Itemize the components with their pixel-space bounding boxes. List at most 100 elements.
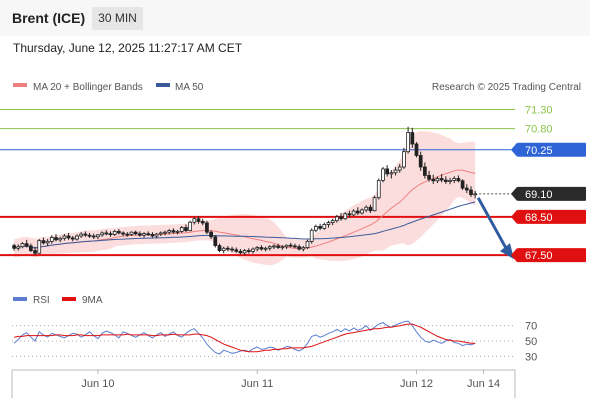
level-label-pointer-68.50 — [511, 209, 517, 224]
candle — [12, 243, 16, 251]
candle — [142, 232, 146, 238]
candle — [351, 209, 356, 217]
candle — [209, 230, 213, 240]
candle-body — [376, 180, 381, 199]
candle — [37, 239, 42, 254]
candle — [28, 243, 33, 253]
candle-body — [448, 180, 452, 182]
candle-body — [41, 240, 46, 244]
level-labels: 71.30 70.80 70.25 69.10 68.50 67.50 — [511, 105, 586, 263]
candle — [385, 165, 390, 177]
candle — [20, 242, 25, 249]
candle-body — [276, 245, 281, 248]
x-tick-label-jun-11: Jun 11 — [241, 378, 273, 390]
candle — [41, 237, 46, 245]
candle — [376, 178, 381, 200]
candle-body — [146, 233, 151, 236]
candle-body — [402, 151, 406, 168]
candle-body — [246, 250, 251, 252]
candle — [45, 239, 50, 246]
candle-body — [280, 246, 285, 249]
candle — [267, 245, 272, 251]
candle — [79, 232, 84, 238]
candle-body — [251, 248, 255, 252]
candle-body — [49, 237, 54, 242]
candle — [263, 246, 268, 252]
candle-body — [28, 245, 33, 251]
candle — [192, 216, 197, 225]
candle — [469, 186, 473, 197]
rsi-tick-label-30: 30 — [525, 351, 537, 363]
candle — [318, 223, 322, 231]
candle — [91, 233, 96, 240]
candle — [297, 244, 301, 251]
candle — [309, 228, 314, 244]
candle-body — [263, 247, 268, 250]
forecast-arrow — [476, 197, 514, 260]
candle — [137, 231, 142, 237]
candle-body — [58, 237, 63, 241]
candle — [221, 246, 226, 254]
timeframe-button[interactable]: 30 MIN — [92, 7, 143, 30]
candle-body — [305, 240, 310, 248]
candle — [54, 234, 58, 242]
candle-body — [87, 234, 92, 237]
candle — [188, 220, 193, 232]
candle — [443, 176, 448, 184]
candle — [100, 231, 104, 237]
candle-body — [234, 249, 239, 252]
candle-body — [158, 232, 163, 235]
rsi-legend-label: RSI — [33, 295, 50, 306]
candle — [368, 204, 373, 213]
candle-body — [418, 155, 423, 168]
candle-body — [360, 209, 364, 214]
candle — [452, 176, 457, 184]
candle-body — [423, 166, 427, 176]
rsi-ma-legend-swatch — [62, 297, 76, 301]
candle — [66, 232, 71, 240]
candle — [58, 236, 63, 243]
candle — [154, 232, 159, 239]
candle — [238, 249, 243, 255]
candle-body — [284, 244, 289, 248]
candle — [473, 190, 478, 199]
candle-body — [221, 247, 226, 251]
candle — [272, 244, 276, 250]
candle — [418, 151, 423, 171]
candle-body — [309, 229, 314, 242]
candle — [133, 230, 138, 236]
candle-body — [20, 243, 25, 248]
candle-body — [427, 175, 431, 180]
candle — [464, 184, 469, 194]
candle — [326, 220, 331, 228]
candle — [213, 235, 218, 248]
candle-body — [339, 216, 343, 220]
candle-body — [330, 220, 335, 223]
candle — [431, 174, 436, 184]
candle — [246, 248, 251, 254]
candle-body — [137, 233, 142, 236]
candle-body — [179, 227, 184, 232]
level-label-70.25: 70.25 — [525, 145, 553, 157]
candle-body — [167, 230, 172, 233]
candle-body — [184, 227, 188, 232]
candle-body — [112, 230, 117, 235]
candle-body — [334, 216, 339, 222]
candle-body — [460, 180, 465, 189]
candle — [196, 216, 201, 224]
level-label-69.10: 69.10 — [525, 189, 553, 201]
candle — [70, 236, 75, 242]
candle-body — [75, 235, 79, 240]
candle-body — [385, 168, 390, 175]
candle-body — [192, 218, 197, 223]
candle-body — [121, 232, 125, 235]
candle — [276, 243, 281, 250]
candle-body — [108, 233, 113, 236]
candlesticks — [12, 126, 478, 256]
candle-body — [66, 235, 71, 239]
candle — [242, 249, 247, 256]
candle — [175, 229, 180, 235]
candle-body — [397, 166, 402, 171]
candle — [230, 246, 234, 253]
